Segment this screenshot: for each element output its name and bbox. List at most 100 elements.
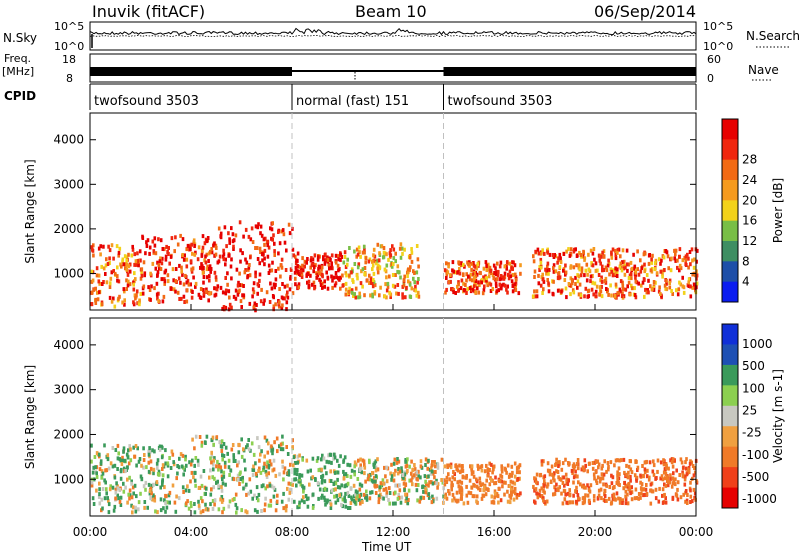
data-cell [489,282,493,287]
data-cell [564,270,568,275]
data-cell [678,280,681,285]
data-cell [459,286,463,291]
data-cell [152,467,156,472]
data-cell [395,291,398,296]
data-cell [496,273,500,278]
data-cell [371,267,374,272]
data-cell [444,492,448,497]
data-cell [396,269,399,274]
data-cell [357,295,360,300]
data-cell [590,287,594,292]
data-cell [275,499,279,504]
data-cell [674,248,678,253]
data-cell [374,468,378,473]
data-cell [478,283,481,287]
data-cell [633,496,637,501]
data-cell [108,261,111,265]
data-cell [210,450,213,455]
data-cell [132,287,136,292]
data-cell [90,302,94,307]
data-cell [401,295,404,300]
data-cell [119,476,123,481]
data-cell [436,465,440,470]
data-cell [227,458,231,463]
data-cell [259,452,262,457]
data-cell [293,467,296,472]
data-cell [695,259,698,264]
data-cell [200,440,204,445]
data-cell [581,254,585,259]
data-cell [108,248,112,253]
data-cell [124,266,127,271]
data-cell [605,483,608,488]
data-cell [238,220,242,225]
data-cell [261,258,264,263]
data-cell [610,293,613,298]
data-cell [594,460,598,464]
data-cell [416,280,419,285]
data-cell [336,276,340,281]
data-cell [641,280,645,285]
data-cell [508,472,512,477]
data-cell [458,479,462,484]
data-cell [142,284,146,289]
data-cell [180,464,184,469]
data-cell [513,474,517,479]
data-cell [552,279,555,284]
data-cell [205,239,209,244]
data-cell [104,468,107,473]
data-cell [475,477,478,482]
data-cell [239,259,242,264]
data-cell [217,484,220,489]
data-cell [654,496,658,501]
data-cell [258,278,261,283]
data-cell [349,474,353,479]
data-cell [382,246,386,250]
data-cell [244,257,247,262]
data-cell [470,466,473,471]
data-cell [247,265,251,270]
data-cell [296,468,299,472]
data-cell [687,280,690,285]
data-cell [273,241,276,246]
data-cell [116,265,119,270]
data-cell [250,226,254,231]
data-cell [210,250,214,255]
data-cell [205,289,208,294]
data-cell [541,272,544,277]
noise-sky-line [89,27,697,36]
data-cell [664,496,667,501]
data-cell [260,509,263,513]
data-cell [670,256,673,261]
data-cell [130,495,134,500]
data-cell [392,256,396,261]
data-cell [576,458,580,462]
data-cell [317,468,321,473]
data-cell [639,269,643,274]
data-cell [295,472,299,477]
data-cell [541,291,544,295]
data-cell [149,496,152,500]
data-cell [256,225,259,230]
data-cell [535,491,538,496]
data-cell [636,249,639,254]
data-cell [216,479,219,484]
freq-band-0 [90,67,292,76]
data-cell [315,275,318,280]
data-cell [413,463,416,467]
data-cell [647,477,651,482]
data-cell [568,461,571,466]
data-cell [200,252,204,257]
data-cell [281,228,285,233]
data-cell [413,280,416,285]
data-cell [671,481,675,486]
data-cell [674,258,677,263]
data-cell [639,486,643,491]
data-cell [202,293,206,298]
data-cell [272,458,276,463]
data-cell [173,249,176,254]
data-cell [293,499,296,504]
data-cell [148,489,152,493]
data-cell [599,476,602,481]
data-cell [186,499,189,504]
